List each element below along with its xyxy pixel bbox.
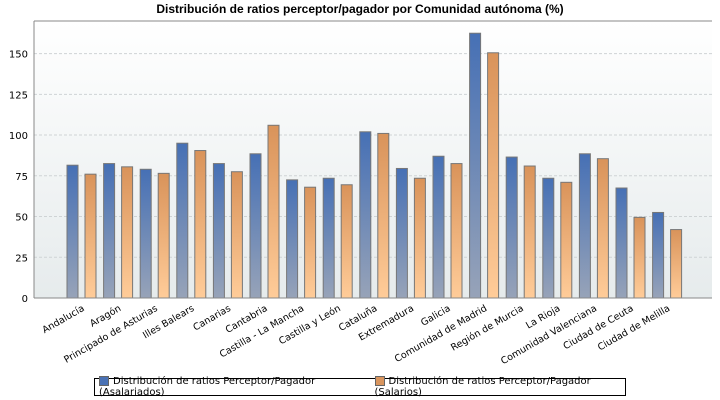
y-tick-label: 50 [15, 213, 28, 224]
x-tick-label: Andalucía [41, 303, 87, 336]
bar-salarios [450, 163, 463, 299]
y-tick-label: 100 [9, 131, 28, 142]
bar-salarios [523, 165, 536, 299]
bar-salarios [304, 186, 317, 299]
bar-salarios [487, 52, 500, 299]
bar-asalariados [176, 142, 189, 299]
bar-salarios [157, 172, 170, 299]
legend-label-asalariados: Distribución de ratios Perceptor/Pagador… [99, 376, 316, 398]
bar-asalariados [66, 164, 79, 299]
bar-asalariados [322, 177, 335, 299]
bar-salarios [84, 173, 97, 299]
bar-asalariados [615, 187, 628, 299]
bar-salarios [596, 158, 609, 299]
bar-salarios [670, 229, 683, 299]
y-tick-label: 75 [15, 172, 28, 183]
legend-label-salarios: Distribución de ratios Perceptor/Pagador… [374, 376, 591, 398]
bar-asalariados [359, 131, 372, 299]
bar-salarios [121, 166, 134, 299]
bar-asalariados [652, 211, 665, 299]
bar-asalariados [505, 156, 518, 299]
bar-salarios [413, 177, 426, 299]
bar-asalariados [432, 155, 445, 299]
bar-asalariados [542, 177, 555, 299]
bar-asalariados [249, 153, 262, 299]
bar-asalariados [103, 163, 116, 299]
bar-asalariados [139, 168, 152, 299]
bar-asalariados [395, 167, 408, 299]
legend-item-asalariados: Distribución de ratios Perceptor/Pagador… [99, 376, 367, 398]
y-tick-label: 25 [15, 253, 28, 264]
bar-asalariados [212, 163, 225, 299]
bar-salarios [267, 124, 280, 299]
plot-area [34, 21, 712, 298]
bar-asalariados [469, 32, 482, 299]
y-tick-label: 0 [22, 294, 28, 305]
chart-title: Distribución de ratios perceptor/pagador… [156, 2, 564, 16]
bar-asalariados [578, 153, 591, 299]
legend: Distribución de ratios Perceptor/Pagador… [94, 376, 626, 398]
y-tick-label: 125 [9, 90, 28, 101]
bar-salarios [560, 181, 573, 299]
y-tick-label: 150 [9, 50, 28, 61]
bar-salarios [230, 171, 243, 299]
bar-salarios [377, 132, 390, 299]
bar-salarios [633, 216, 646, 299]
bar-asalariados [286, 179, 299, 299]
bar-salarios [340, 184, 353, 299]
bar-salarios [194, 150, 207, 299]
x-tick-label: Castilla y León [277, 303, 343, 347]
legend-item-salarios: Distribución de ratios Perceptor/Pagador… [374, 376, 625, 398]
